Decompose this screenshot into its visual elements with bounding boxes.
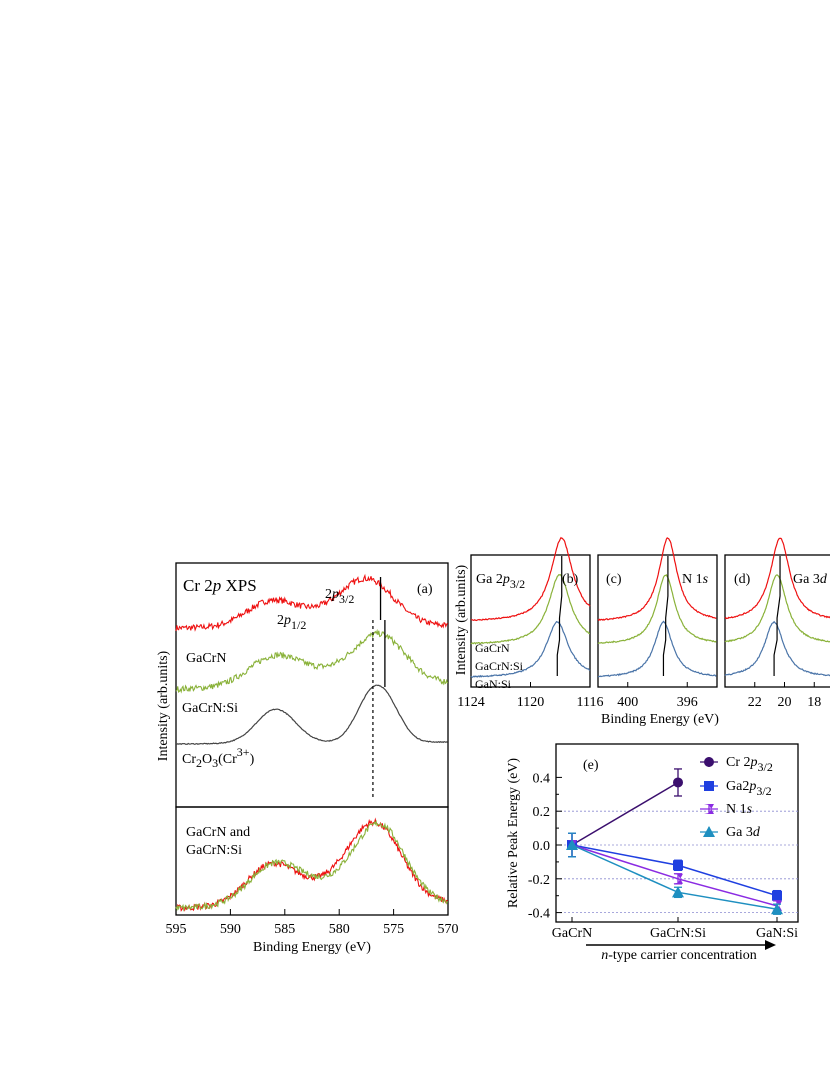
marker-square xyxy=(673,860,683,871)
legend-label-cr2p: Cr 2p3/2 xyxy=(726,755,773,774)
panel-e-frame xyxy=(555,743,799,923)
marker-bowtie xyxy=(704,804,714,814)
label-gacrnsi: GaCrN:Si xyxy=(182,701,238,716)
panel-b-ylabel: Intensity (arb.units) xyxy=(454,564,469,675)
spectrum-label-gansi: GaN:Si xyxy=(475,677,512,691)
spectrum-a-cr2o3 xyxy=(175,684,448,746)
peak-shift-marker-d xyxy=(773,556,781,676)
spectrum-a-lower-gacrnsi xyxy=(175,819,449,912)
legend-label-ga3d: Ga 3d xyxy=(726,825,761,840)
ytick-label-e: 0.0 xyxy=(533,839,551,854)
panels-bcd: 1124 1120 1116 400 396 22 20 18 Ga 2p3/2 (b) Ga… xyxy=(454,536,830,727)
peak-label-2p12: 2p1/2 xyxy=(277,613,306,632)
panels-bcd-xlabel: Binding Energy (eV) xyxy=(601,712,719,727)
lower-label-line2: GaCrN:Si xyxy=(186,843,242,858)
panel-e-xlabel: n-type carrier concentration xyxy=(601,948,756,963)
xtick-label-a: 585 xyxy=(274,922,295,937)
xtick-label-bcd: 1124 xyxy=(457,695,484,710)
xtick-label-e: GaN:Si xyxy=(756,926,798,941)
panels-bcd-ticks: 1124 1120 1116 400 396 22 20 18 xyxy=(457,682,821,710)
xtick-label-bcd: 22 xyxy=(748,695,762,710)
marker-triangle xyxy=(771,903,783,915)
spectrum-c-2 xyxy=(597,620,717,678)
panel-e-tag: (e) xyxy=(583,758,599,773)
peak-shift-marker-b xyxy=(556,556,563,676)
panel-c-title: N 1s xyxy=(682,572,709,587)
marker-bowtie xyxy=(673,873,683,884)
label-cr2o3: Cr2O3(Cr3+) xyxy=(182,745,255,770)
panel-b-title: Ga 2p3/2 xyxy=(476,572,525,591)
carrier-arrow-head xyxy=(765,940,776,950)
spectrum-a-gacrnsi xyxy=(175,628,449,694)
spectrum-b-0 xyxy=(471,536,591,622)
panel-a-xlabel: Binding Energy (eV) xyxy=(253,940,371,955)
xtick-label-e: GaCrN xyxy=(552,926,592,941)
panels-bcd-spectra xyxy=(470,536,830,678)
lower-label-line1: GaCrN and xyxy=(186,825,250,840)
marker-triangle xyxy=(672,886,684,898)
panel-d-title: Ga 3d xyxy=(793,572,828,587)
xtick-label-bcd: 1120 xyxy=(517,695,544,710)
xtick-label-e: GaCrN:Si xyxy=(650,926,706,941)
spectrum-d-1 xyxy=(724,574,830,643)
spectrum-label-gacrn: GaCrN xyxy=(475,641,510,655)
panel-a-xticks: 595 590 585 580 575 570 xyxy=(166,909,459,937)
panel-a-tag: (a) xyxy=(417,582,433,597)
xtick-label-bcd: 400 xyxy=(617,695,638,710)
spectrum-d-2 xyxy=(724,620,830,677)
legend-label-ga2p: Ga2p3/2 xyxy=(726,779,772,798)
panel-e-ylabel: Relative Peak Energy (eV) xyxy=(506,758,521,909)
panel-a-spectra xyxy=(175,573,449,912)
peak-shift-marker-c xyxy=(662,556,669,676)
ytick-label-e: 0.4 xyxy=(533,771,551,786)
xtick-label-a: 595 xyxy=(166,922,187,937)
panel-a-ylabel: Intensity (arb.units) xyxy=(156,650,171,761)
spectrum-b-2 xyxy=(470,620,591,678)
xtick-label-a: 590 xyxy=(220,922,241,937)
marker-circle xyxy=(673,777,683,788)
panel-b-tag: (b) xyxy=(562,572,579,587)
legend-label-n1s: N 1s xyxy=(726,802,753,817)
marker-square xyxy=(704,781,714,791)
peak-label-2p32: 2p3/2 xyxy=(325,587,354,606)
spectrum-b-1 xyxy=(470,573,590,645)
marker-triangle xyxy=(566,839,578,850)
xtick-label-bcd: 396 xyxy=(677,695,698,710)
marker-square xyxy=(772,890,782,901)
series-line-0 xyxy=(571,781,679,846)
panel-e-legend: Cr 2p3/2 Ga2p3/2 N 1s Ga 3d xyxy=(700,755,773,840)
ytick-label-e: -0.4 xyxy=(528,907,550,922)
panel-d-tag: (d) xyxy=(734,572,751,587)
panel-c-tag: (c) xyxy=(606,572,622,587)
panel-a: 595 590 585 580 575 570 Cr 2p XPS (a) 2p1/2 2… xyxy=(156,562,459,955)
label-gacrn: GaCrN xyxy=(186,651,226,666)
panel-c-frame xyxy=(597,554,718,688)
xtick-label-a: 570 xyxy=(438,922,459,937)
spectrum-a-gacrn xyxy=(175,573,449,632)
ytick-label-e: 0.2 xyxy=(533,805,551,820)
spectrum-c-0 xyxy=(597,537,717,622)
spectrum-c-1 xyxy=(597,573,717,644)
panel-e-data xyxy=(566,768,783,915)
xtick-label-a: 575 xyxy=(383,922,404,937)
xtick-label-bcd: 1116 xyxy=(577,695,604,710)
spectrum-d-0 xyxy=(724,537,830,620)
spectrum-label-gacrnsi: GaCrN:Si xyxy=(475,659,524,673)
marker-circle xyxy=(704,757,714,767)
xtick-label-bcd: 18 xyxy=(807,695,821,710)
panel-a-title: Cr 2p XPS xyxy=(183,576,257,595)
panel-a-lower-frame xyxy=(175,806,449,916)
ytick-label-e: -0.2 xyxy=(528,873,550,888)
xtick-label-bcd: 20 xyxy=(778,695,792,710)
xtick-label-a: 580 xyxy=(329,922,350,937)
marker-triangle xyxy=(703,826,715,837)
